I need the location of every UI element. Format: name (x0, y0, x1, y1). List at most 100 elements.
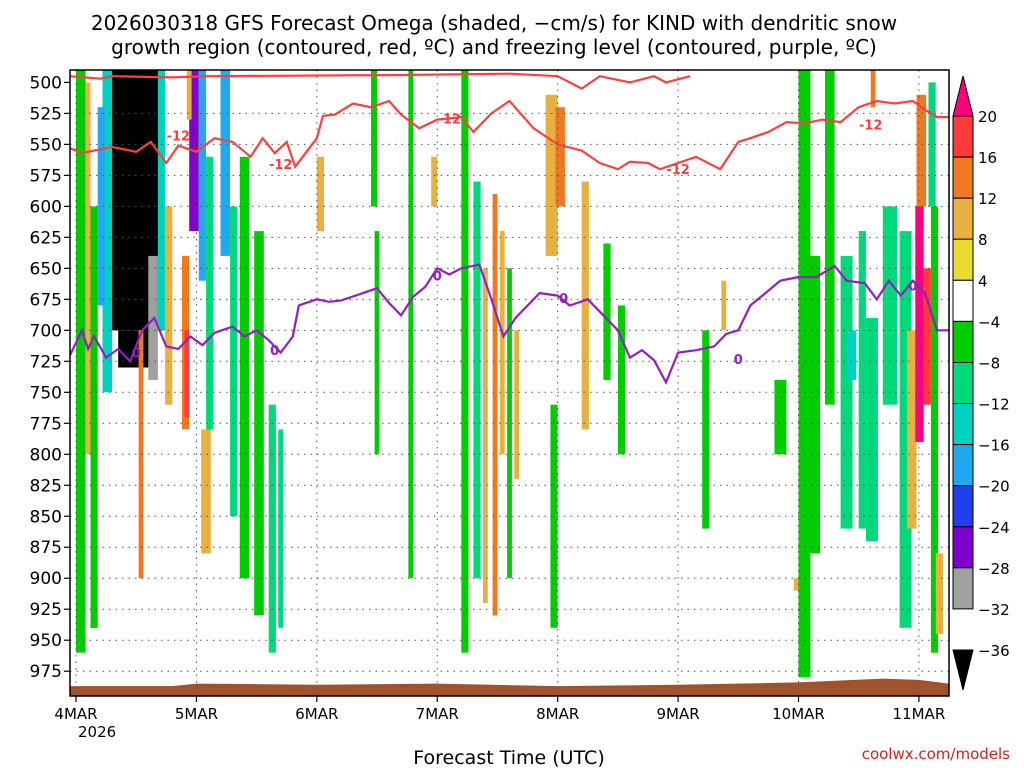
omega-region-7 (198, 70, 206, 281)
omega-region-5 (157, 70, 166, 331)
colorbar-bin (952, 279, 974, 322)
omega-region-52 (882, 206, 898, 405)
omega-region-48 (840, 255, 853, 529)
colorbar-bin (952, 320, 974, 363)
omega-region-27 (408, 70, 414, 579)
y-tick-label: 500 (30, 73, 62, 93)
y-tick-label: 700 (30, 321, 62, 341)
grid-lines (70, 70, 949, 696)
y-axis: 500 525 550 575 600 625 650 675 700 725 750 775 800 8… (30, 73, 70, 682)
omega-region-31 (483, 268, 488, 603)
colorbar-tick-label: −20 (978, 478, 1010, 496)
freezing-contour-label: 0 (908, 280, 917, 295)
omega-region-37 (555, 107, 565, 207)
plot-frame (69, 69, 950, 697)
omega-region-59 (928, 82, 936, 207)
omega-region-40 (603, 243, 611, 380)
omega-region-30 (473, 181, 481, 579)
y-tick-label: 950 (30, 631, 62, 651)
colorbar-tick-label: 12 (978, 190, 997, 208)
dgz-contour-label: -12 (167, 130, 191, 145)
omega-region-34 (507, 268, 512, 579)
omega-region-41 (617, 305, 626, 455)
omega-region-39 (581, 181, 589, 430)
colorbar-bin (952, 115, 974, 158)
freezing-contour-label: 0 (433, 270, 442, 285)
credit-text: coolwx.com/models (862, 745, 1010, 763)
dgz-contour-label: -12 (438, 112, 462, 127)
omega-region-4 (97, 107, 105, 306)
dgz-contour-label: -12 (269, 158, 293, 173)
omega-region-61 (793, 578, 799, 591)
omega-region-23 (186, 70, 192, 120)
colorbar-bin (952, 444, 974, 487)
omega-region-20 (278, 429, 284, 628)
colorbar-bin (952, 238, 974, 281)
y-tick-label: 975 (30, 662, 62, 682)
omega-region-45 (798, 70, 811, 678)
y-tick-label: 675 (30, 290, 62, 310)
y-tick-label: 575 (30, 166, 62, 186)
omega-region-38 (550, 404, 558, 628)
colorbar-bottom-arrow (952, 649, 974, 691)
omega-region-43 (721, 280, 727, 331)
freezing-contour-label: 0 (559, 292, 568, 307)
omega-region-16 (184, 330, 190, 418)
colorbar-tick-label: 20 (978, 108, 997, 126)
y-tick-label: 550 (30, 135, 62, 155)
dgz-lower-contour (69, 99, 949, 171)
colorbar-bin (952, 403, 974, 446)
colorbar-top-arrow (952, 75, 974, 117)
omega-region-55 (916, 94, 927, 207)
y-tick-label: 825 (30, 476, 62, 496)
omega-region-51 (865, 317, 878, 541)
omega-region-42 (702, 330, 710, 529)
colorbar-tick-label: −8 (978, 355, 1000, 373)
colorbar-tick-label: −32 (978, 601, 1010, 619)
dgz-contour-label: -12 (859, 119, 883, 134)
x-axis-title: Forecast Time (UTC) (413, 747, 604, 768)
omega-region-56 (915, 206, 924, 442)
colorbar-tick-label: 4 (978, 272, 988, 290)
colorbar-bin (952, 526, 974, 569)
freezing-contour-label: 0 (270, 344, 279, 359)
omega-region-32 (492, 194, 498, 616)
y-tick-label: 650 (30, 259, 62, 279)
y-tick-label: 850 (30, 507, 62, 527)
plot-area: -12 -12 -12 -12 -12 0 0 0 0 0 0 (69, 69, 950, 697)
x-axis-year-label: 2026 (78, 723, 116, 741)
x-tick-label: 5MAR (175, 705, 218, 723)
freezing-contour-label: 0 (132, 347, 141, 362)
omega-region-25 (371, 70, 377, 207)
colorbar: 20 16 12 8 4 −4 −8 −12 −16 −20 −24 −28 −32 −36 (952, 75, 1010, 691)
omega-region-8 (206, 156, 214, 430)
omega-region-54 (906, 330, 917, 529)
contour-lines: -12 -12 -12 -12 -12 0 0 0 0 0 0 (69, 72, 949, 385)
omega-region-33 (499, 231, 505, 455)
x-tick-label: 6MAR (295, 705, 338, 723)
y-tick-label: 925 (30, 600, 62, 620)
omega-region-13 (90, 206, 98, 628)
x-tick-label: 9MAR (656, 705, 699, 723)
y-tick-label: 875 (30, 538, 62, 558)
freezing-contour-label: 0 (734, 353, 743, 368)
omega-region-12 (85, 82, 91, 455)
omega-region-35 (514, 330, 520, 480)
colorbar-tick-label: 16 (978, 149, 997, 167)
chart-title-line-2: growth region (contoured, red, ºC) and f… (111, 35, 877, 59)
colorbar-bin (952, 567, 974, 610)
omega-region-11 (76, 70, 86, 653)
x-axis: 4MAR 5MAR 6MAR 7MAR 8MAR 9MAR 10MAR 11MAR (54, 696, 945, 723)
x-tick-label: 10MAR (772, 705, 825, 723)
omega-region-57 (923, 268, 931, 405)
colorbar-tick-label: 8 (978, 231, 988, 249)
omega-region-22 (138, 330, 144, 579)
omega-region-24 (316, 156, 324, 232)
colorbar-bin (952, 362, 974, 405)
colorbar-tick-label: −16 (978, 437, 1010, 455)
y-tick-label: 775 (30, 414, 62, 434)
dgz-upper-contour (69, 72, 691, 90)
y-tick-label: 900 (30, 569, 62, 589)
y-tick-label: 525 (30, 104, 62, 124)
ground-layer (70, 678, 949, 696)
